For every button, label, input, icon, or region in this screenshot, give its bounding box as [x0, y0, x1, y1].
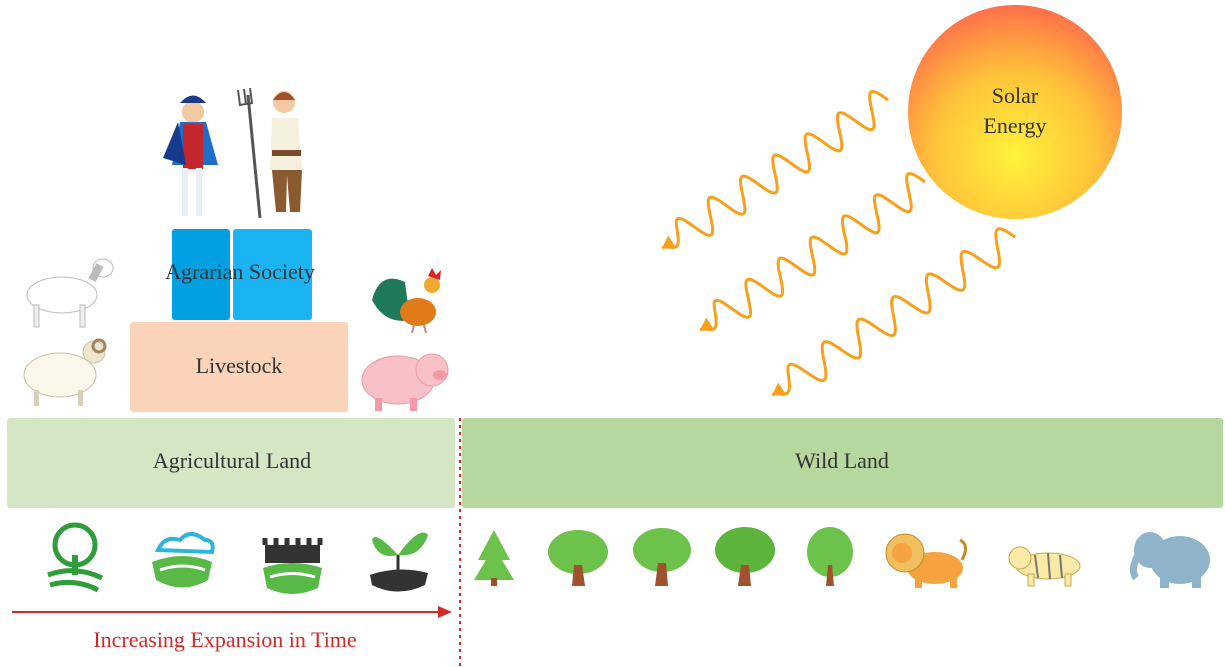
society-block: [172, 229, 230, 320]
solar-ray-arrowhead: [662, 235, 676, 248]
tree-icon: [548, 530, 608, 586]
livestock-label: Livestock: [196, 353, 283, 378]
sun-label: Energy: [983, 113, 1046, 138]
timeline-arrowhead: [438, 606, 452, 618]
tree-icon: [633, 528, 691, 586]
sheep-icon: [23, 338, 107, 406]
farm-field-icon: [152, 532, 215, 588]
solar-rays: [661, 89, 1016, 397]
sprout-icon: [370, 532, 428, 592]
agricultural-land-bar: [7, 418, 455, 508]
sun: [908, 5, 1122, 219]
tiger-icon: [1008, 546, 1081, 587]
goat-icon: [26, 258, 114, 328]
solar-ray: [771, 227, 1016, 397]
wild-land-bar: [462, 418, 1223, 508]
tree-icon: [807, 527, 853, 586]
farm-tree-icon: [47, 522, 104, 593]
lion-icon: [885, 533, 967, 588]
agricultural-land-label: Agricultural Land: [153, 448, 311, 473]
pig-icon: [361, 353, 449, 411]
solar-ray: [661, 89, 889, 250]
solar-ray: [699, 171, 926, 332]
tree-icon: [715, 527, 775, 586]
society-label: Agrarian Society: [165, 259, 315, 284]
pine-tree-icon: [474, 530, 514, 586]
sun-label: Solar: [992, 83, 1039, 108]
solar-ray-arrowhead: [700, 317, 714, 330]
farm-fence-icon: [262, 538, 323, 594]
farmer-figure: [237, 87, 302, 219]
solar-ray-arrowhead: [772, 382, 786, 395]
wild-land-label: Wild Land: [795, 448, 889, 473]
noble-figure: [163, 95, 218, 216]
elephant-icon: [1129, 532, 1210, 588]
livestock-box: [130, 322, 348, 412]
timeline-label: Increasing Expansion in Time: [93, 627, 356, 652]
society-block: [233, 229, 312, 320]
rooster-icon: [372, 268, 441, 334]
